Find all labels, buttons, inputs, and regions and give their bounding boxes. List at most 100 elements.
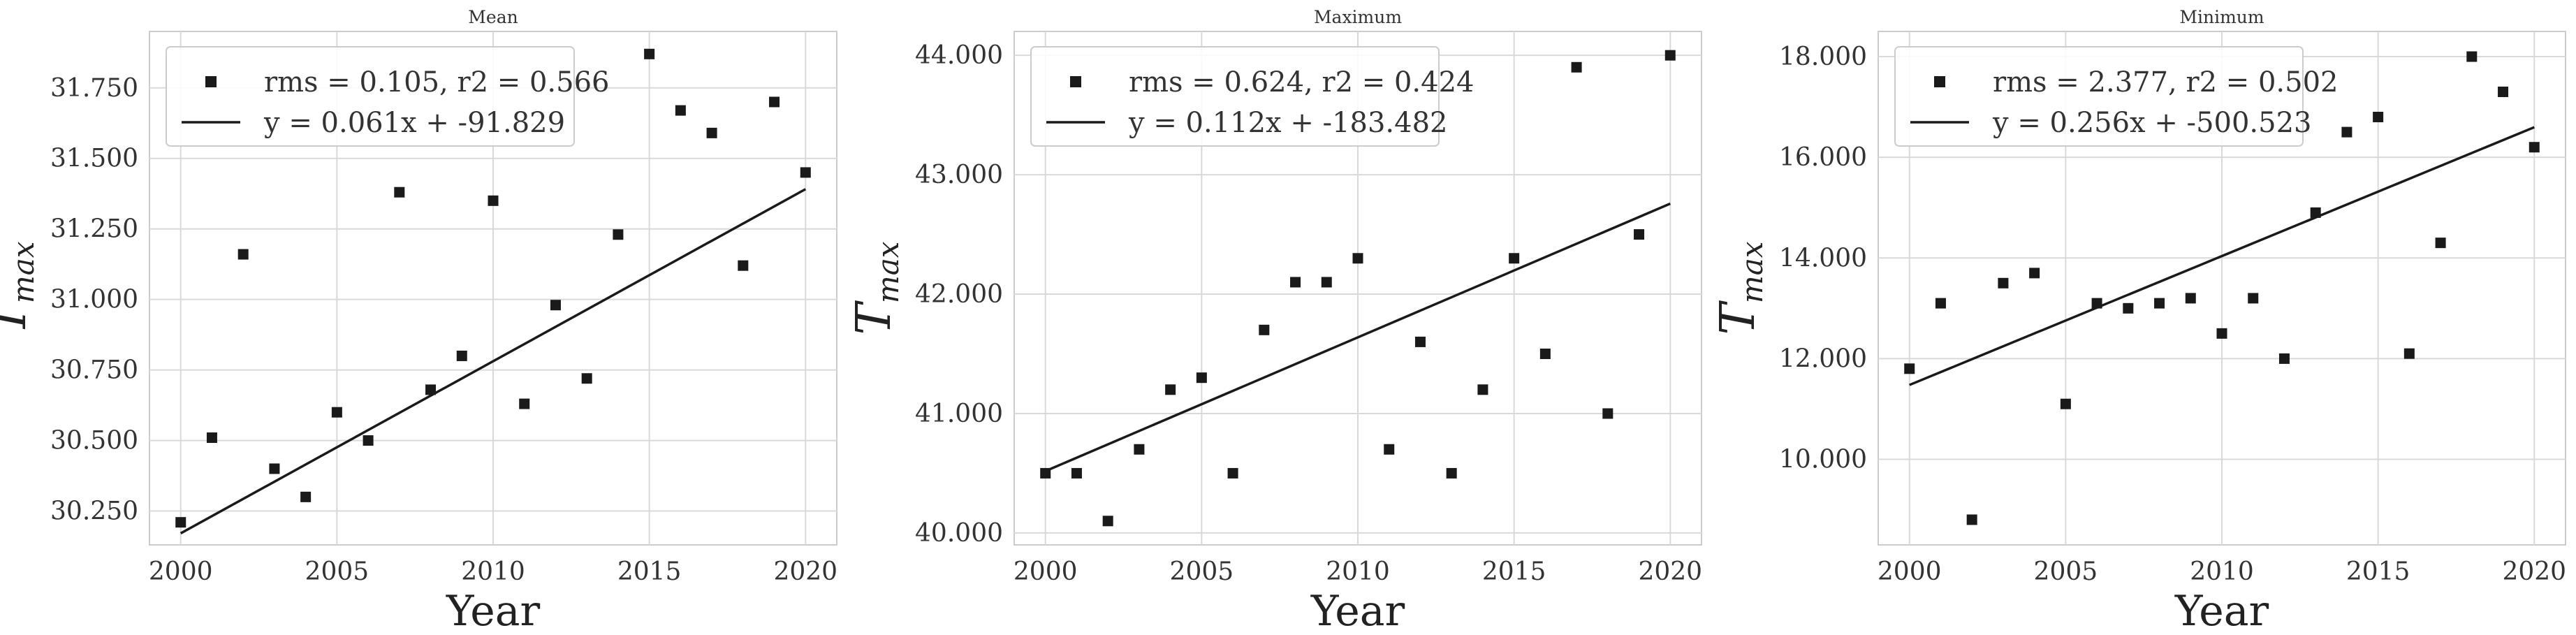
x-tick-label: 2005: [305, 557, 369, 586]
y-axis-label: Tmax: [847, 241, 905, 335]
data-point: [1165, 384, 1176, 395]
legend-marker-icon: [205, 76, 217, 87]
legend-entry-rms: rms = 0.624, r2 = 0.424: [1129, 66, 1474, 98]
data-point: [331, 407, 342, 418]
data-point: [2403, 348, 2415, 359]
y-axis-label-subscript: max: [871, 241, 905, 303]
data-point: [1446, 467, 1457, 479]
data-point: [1539, 349, 1551, 360]
chart-panel-mean: 2000 2005 2010 2015 2020 30.250 30.500 30.750 31…: [0, 7, 837, 635]
data-point: [2341, 126, 2352, 138]
data-point: [706, 127, 717, 138]
data-point: [2373, 112, 2384, 122]
x-axis-label: Year: [2174, 587, 2269, 635]
data-point: [2466, 51, 2478, 62]
y-tick-label: 30.250: [50, 497, 138, 526]
legend-marker-icon: [1934, 76, 1945, 87]
y-tick-label: 12.000: [1779, 344, 1867, 373]
y-tick-label: 31.000: [50, 286, 138, 314]
chart-panel-minimum: 2000 2005 2010 2015 2020 10.000 12.000 14.000 16…: [1711, 7, 2566, 635]
y-tick-label: 10.000: [1779, 446, 1867, 474]
chart-panel-maximum: 2000 2005 2010 2015 2020 40.000 41.000 42.000 43…: [847, 7, 1702, 635]
data-point: [1966, 514, 1977, 525]
y-tick-label: 31.250: [50, 215, 138, 244]
fit-line: [1045, 202, 1671, 472]
y-axis-label-main: T: [0, 300, 37, 335]
data-point: [550, 300, 561, 311]
fit-line: [1909, 126, 2535, 386]
data-point: [237, 249, 249, 260]
data-point: [488, 195, 499, 206]
chart-title: Mean: [468, 7, 518, 27]
x-tick-label: 2010: [461, 557, 525, 586]
x-tick-label: 2020: [2502, 557, 2566, 586]
x-tick-label: 2015: [2346, 557, 2410, 586]
data-point: [1634, 229, 1645, 240]
data-point: [394, 187, 405, 198]
data-point: [2091, 298, 2102, 309]
legend-entry-fit: y = 0.061x + -91.829: [263, 107, 565, 139]
x-tick-label: 2005: [1170, 557, 1234, 586]
data-point: [300, 491, 312, 502]
data-point: [1134, 444, 1145, 455]
legend: [1894, 46, 2304, 147]
data-point: [2029, 268, 2040, 279]
data-point: [2216, 328, 2227, 339]
data-point: [269, 463, 280, 474]
data-point: [1664, 50, 1676, 61]
data-point: [2185, 293, 2196, 304]
data-point: [769, 96, 780, 108]
x-tick-label: 2000: [1878, 557, 1942, 586]
x-tick-label: 2020: [1638, 557, 1702, 586]
y-tick-label: 14.000: [1779, 244, 1867, 272]
fit-line: [180, 188, 807, 534]
data-point: [519, 398, 530, 409]
data-point: [1509, 253, 1520, 264]
data-point: [2154, 298, 2165, 309]
x-axis-label: Year: [446, 587, 541, 635]
legend: [166, 46, 575, 147]
data-point: [1904, 363, 1915, 374]
data-point: [1571, 61, 1582, 73]
legend-marker-icon: [1070, 76, 1081, 87]
data-point: [675, 105, 686, 116]
data-point: [1290, 277, 1301, 288]
data-point: [206, 432, 217, 444]
legend: [1030, 46, 1440, 147]
y-tick-label: 44.000: [915, 41, 1003, 70]
data-point: [2123, 302, 2134, 314]
legend-entry-fit: y = 0.112x + -183.482: [1128, 107, 1447, 139]
data-point: [2060, 398, 2071, 409]
y-tick-label: 43.000: [915, 161, 1003, 189]
data-point: [644, 48, 655, 59]
data-point: [1384, 444, 1395, 455]
data-point: [175, 517, 186, 528]
legend-entry-rms: rms = 2.377, r2 = 0.502: [1993, 66, 2339, 98]
x-tick-label: 2015: [617, 557, 682, 586]
data-point: [800, 167, 811, 178]
y-tick-label: 31.750: [50, 74, 138, 103]
data-point: [2248, 293, 2259, 304]
x-tick-label: 2020: [773, 557, 837, 586]
y-tick-label: 41.000: [915, 400, 1003, 428]
x-tick-label: 2000: [149, 557, 213, 586]
y-axis-label-main: T: [1711, 300, 1766, 335]
x-axis-label: Year: [1310, 587, 1405, 635]
data-point: [581, 373, 592, 384]
y-axis-label-subscript: max: [1735, 241, 1769, 303]
legend-entry-rms: rms = 0.105, r2 = 0.566: [264, 66, 610, 98]
data-point: [2529, 142, 2540, 153]
data-point: [613, 229, 624, 240]
y-tick-label: 16.000: [1779, 143, 1867, 172]
legend-entry-fit: y = 0.256x + -500.523: [1992, 107, 2311, 139]
data-point: [425, 384, 437, 395]
y-tick-label: 18.000: [1779, 43, 1867, 71]
y-axis-label: Tmax: [1711, 241, 1769, 335]
data-point: [2498, 86, 2509, 97]
y-axis-label-subscript: max: [6, 241, 41, 303]
y-tick-label: 31.500: [50, 145, 138, 173]
data-point: [1227, 467, 1238, 479]
data-point: [1998, 277, 2009, 289]
data-point: [1602, 408, 1613, 419]
